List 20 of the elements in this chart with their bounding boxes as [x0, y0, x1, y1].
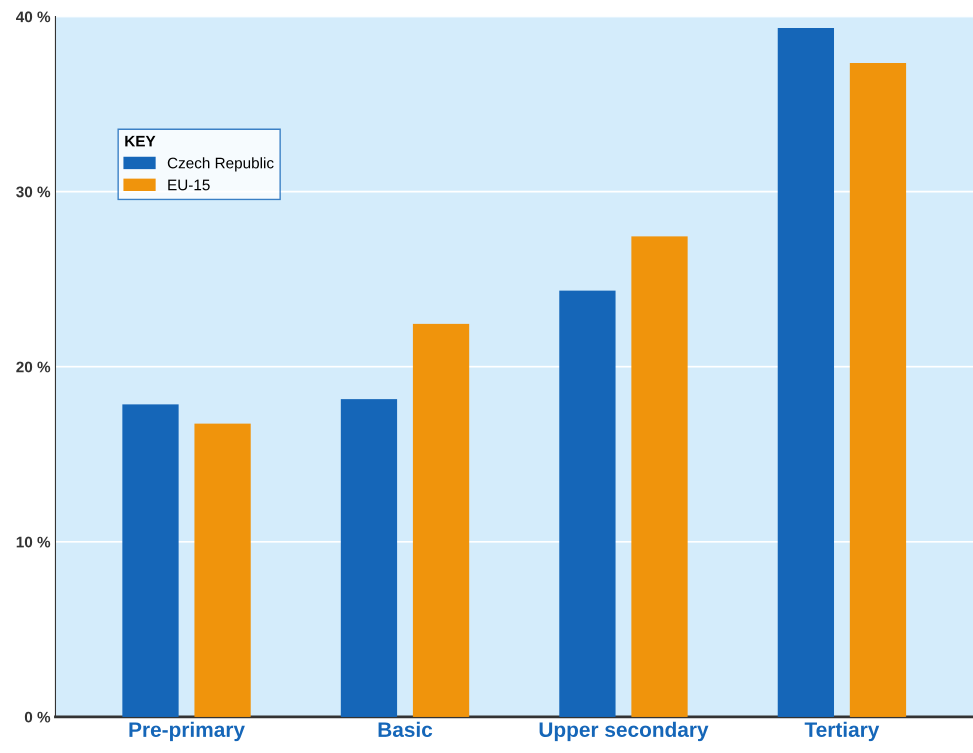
legend-label: Czech Republic	[168, 157, 274, 172]
y-tick-label: 20 %	[16, 362, 50, 372]
bar	[194, 424, 251, 717]
bar	[778, 28, 834, 717]
y-tick-label: 40 %	[16, 11, 50, 22]
x-tick-label: Pre-primary	[129, 722, 245, 742]
bar	[631, 236, 688, 717]
y-tick-label: 10 %	[16, 536, 50, 548]
bar	[340, 399, 398, 717]
bar	[850, 63, 906, 717]
legend-title: KEY	[125, 136, 156, 146]
y-tick-label: 30 %	[16, 186, 50, 198]
x-tick-label: Tertiary	[804, 722, 880, 742]
legend-label: EU-15	[168, 180, 210, 190]
bar	[412, 324, 470, 717]
bar	[559, 290, 616, 717]
bar	[122, 404, 179, 717]
x-tick-label: Basic	[378, 722, 432, 738]
y-tick-label: 0 %	[24, 712, 50, 723]
x-tick-label: Upper secondary	[540, 722, 708, 742]
